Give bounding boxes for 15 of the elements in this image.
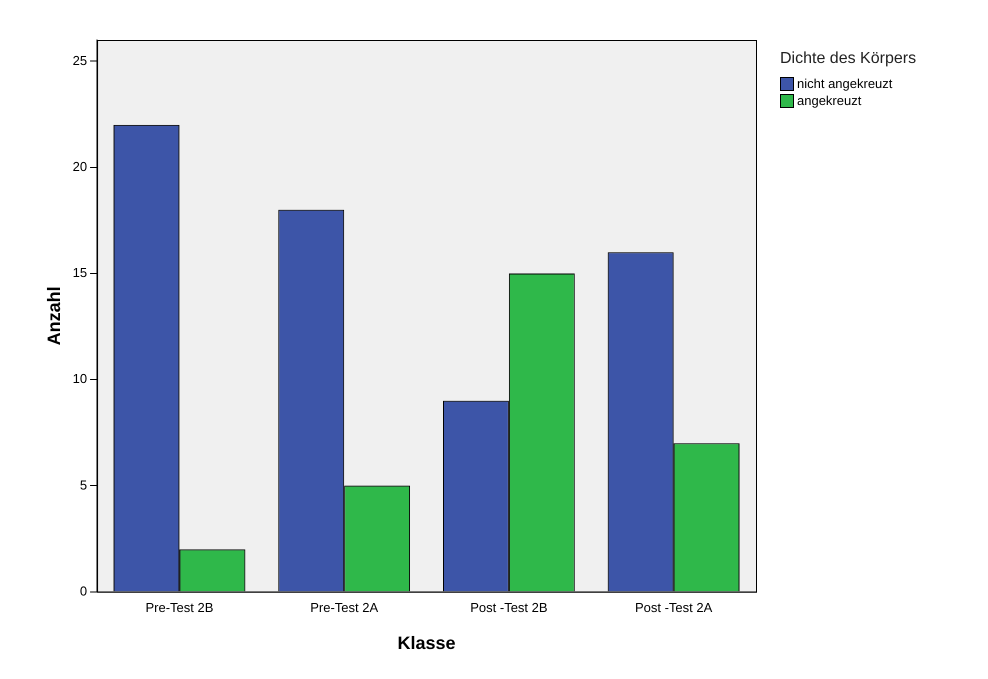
legend-title: Dichte des Körpers [780,50,916,67]
y-tick-label: 20 [72,158,88,174]
y-tick-label: 5 [80,477,88,492]
y-tick-label: 25 [72,52,88,68]
y-tick-label: 0 [80,583,88,598]
x-axis-title: Klasse [398,633,456,654]
legend-label: nicht angekreuzt [797,75,892,92]
y-tick-label: 15 [72,265,88,280]
x-tick-label: Pre-Test 2B [145,600,214,616]
x-tick-label: Pre-Test 2A [310,600,378,616]
legend-label: angekreuzt [797,92,862,109]
x-tick-label: Post -Test 2B [470,600,548,616]
x-tick-label: Post -Test 2A [634,600,713,616]
y-tick-label: 10 [72,371,88,386]
y-axis-title: Anzahl [44,286,64,346]
